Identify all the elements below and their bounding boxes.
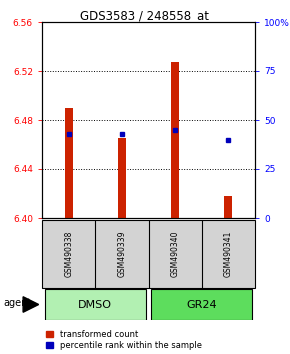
Text: agent: agent bbox=[3, 298, 31, 308]
Text: DMSO: DMSO bbox=[78, 299, 112, 309]
Text: GR24: GR24 bbox=[186, 299, 217, 309]
Bar bbox=[171, 62, 179, 218]
Bar bbox=[118, 138, 126, 218]
Bar bbox=[151, 289, 252, 320]
Bar bbox=[65, 108, 72, 218]
Bar bbox=[45, 289, 146, 320]
Text: GSM490338: GSM490338 bbox=[64, 231, 73, 277]
Text: GSM490340: GSM490340 bbox=[171, 231, 180, 277]
Text: GSM490339: GSM490339 bbox=[117, 231, 126, 277]
Text: GSM490341: GSM490341 bbox=[224, 231, 233, 277]
Text: GDS3583 / 248558_at: GDS3583 / 248558_at bbox=[81, 9, 209, 22]
Polygon shape bbox=[23, 297, 39, 312]
Legend: transformed count, percentile rank within the sample: transformed count, percentile rank withi… bbox=[46, 330, 202, 350]
Bar bbox=[224, 196, 232, 218]
